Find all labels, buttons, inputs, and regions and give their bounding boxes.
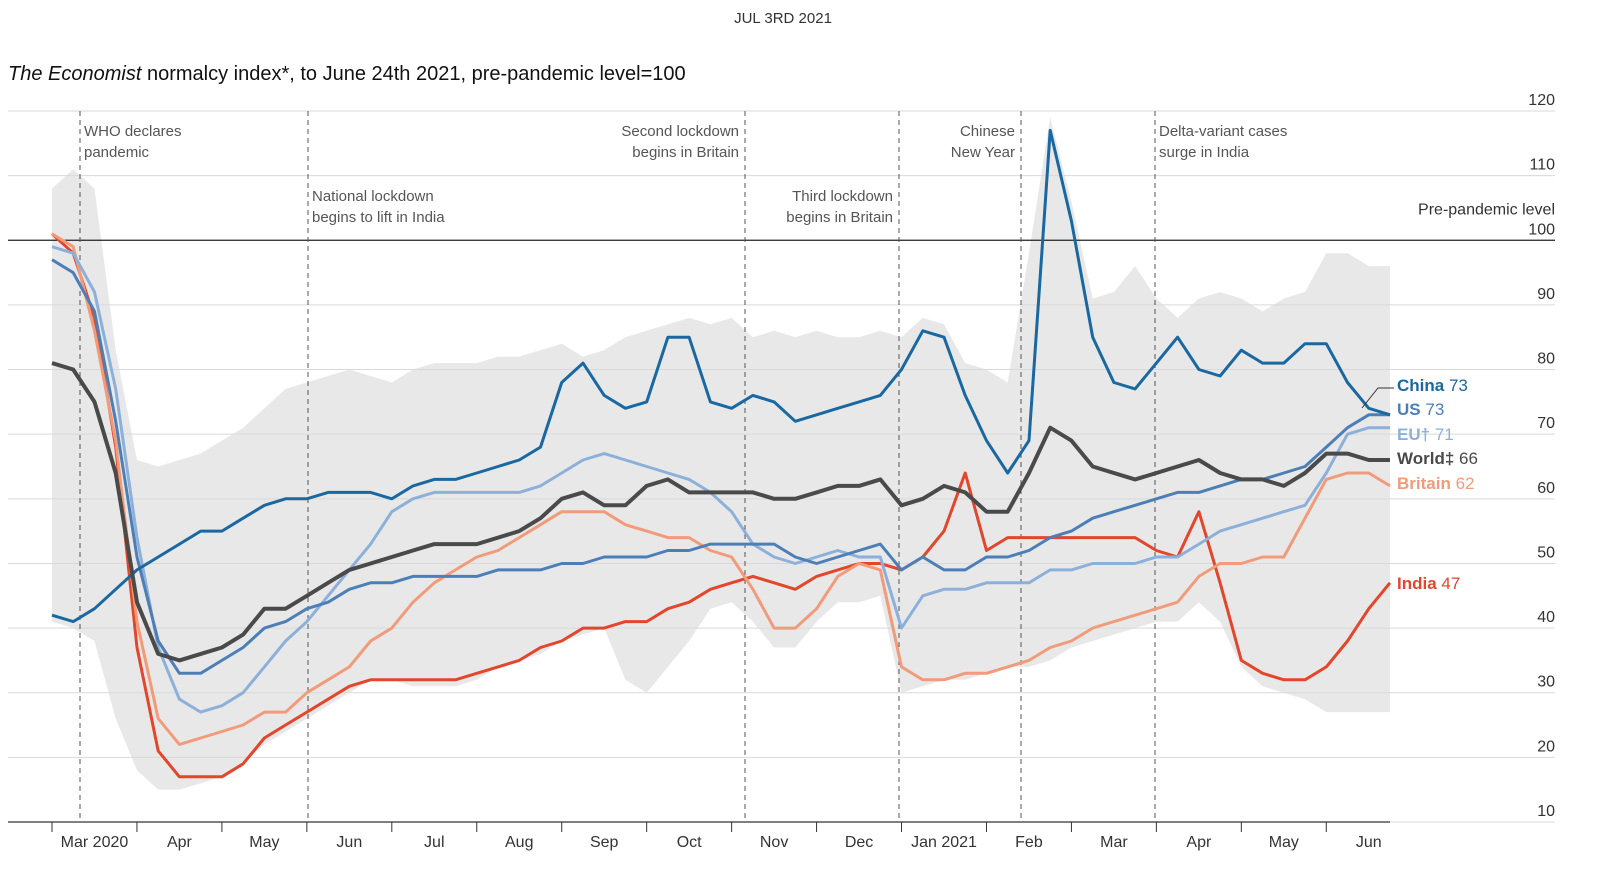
series-end-value: 66 — [1459, 449, 1478, 468]
chart-title: The Economist normalcy index*, to June 2… — [8, 63, 686, 85]
x-tick-label: Oct — [677, 834, 702, 851]
y-tick-label: 90 — [1537, 286, 1555, 303]
title-text: normalcy index*, to June 24th 2021, pre-… — [141, 63, 685, 85]
x-tick-label: Dec — [845, 834, 873, 851]
series-label: World‡ 66 — [1397, 449, 1478, 468]
x-tick-label: Apr — [1186, 834, 1212, 851]
x-tick-label: Jul — [424, 834, 444, 851]
x-tick-label: May — [1269, 834, 1299, 851]
annotation-text: surge in India — [1159, 144, 1250, 161]
annotation-text: Delta-variant cases — [1159, 123, 1287, 140]
annotation-text: begins in Britain — [786, 209, 893, 226]
annotation-text: begins to lift in India — [312, 209, 445, 226]
series-name: Britain — [1397, 474, 1451, 493]
series-end-value: 71 — [1435, 425, 1454, 444]
y-tick-label: 100 — [1528, 221, 1555, 238]
leader-line — [1361, 387, 1394, 409]
series-name: China — [1397, 376, 1445, 395]
series-line — [51, 245, 1390, 714]
reference-label: Pre-pandemic level — [1418, 201, 1555, 218]
annotation-text: begins in Britain — [632, 144, 739, 161]
series-end-value: 73 — [1425, 400, 1444, 419]
x-tick-label: Jun — [1356, 834, 1382, 851]
title-source: The Economist — [8, 63, 143, 85]
x-tick-label: Sep — [590, 834, 619, 851]
series-label: US 73 — [1397, 400, 1444, 419]
series-end-value: 62 — [1456, 474, 1475, 493]
x-tick-label: Nov — [760, 834, 788, 851]
annotation-text: pandemic — [84, 144, 150, 161]
series-end-value: 73 — [1449, 376, 1468, 395]
series-label: India 47 — [1397, 574, 1460, 593]
y-tick-label: 120 — [1528, 92, 1555, 109]
series-line — [50, 232, 1392, 779]
series-name: EU† — [1397, 425, 1430, 444]
series-label: EU† 71 — [1397, 425, 1454, 444]
x-tick-label: Mar — [1100, 834, 1128, 851]
range-area — [52, 117, 1390, 790]
series-line — [51, 232, 1391, 746]
annotation-text: Chinese — [960, 123, 1015, 140]
x-tick-label: Feb — [1015, 834, 1043, 851]
x-tick-label: Aug — [505, 834, 533, 851]
y-tick-label: 80 — [1537, 351, 1555, 368]
series-line — [51, 128, 1391, 624]
y-tick-label: 40 — [1537, 609, 1555, 626]
y-tick-label: 10 — [1537, 803, 1555, 820]
y-tick-label: 60 — [1537, 480, 1555, 497]
x-tick-label: Jun — [336, 834, 362, 851]
annotation-text: National lockdown — [312, 188, 434, 205]
background-layer — [8, 110, 1555, 823]
y-tick-label: 50 — [1537, 544, 1555, 561]
y-tick-label: 110 — [1529, 157, 1555, 174]
x-tick-label: Jan 2021 — [911, 834, 977, 851]
annotation-text: Second lockdown — [621, 123, 739, 140]
annotation-text: Third lockdown — [792, 188, 893, 205]
x-tick-label: Apr — [167, 834, 193, 851]
x-tick-label: Mar 2020 — [61, 834, 129, 851]
date: JUL 3RD 2021 — [734, 10, 832, 27]
series-name: India — [1397, 574, 1437, 593]
series-label: Britain 62 — [1397, 474, 1475, 493]
series-line — [51, 361, 1390, 663]
y-tick-label: 30 — [1537, 674, 1555, 691]
annotation-text: New Year — [951, 144, 1015, 161]
series-name: US — [1397, 400, 1421, 419]
series-end-value: 47 — [1441, 574, 1460, 593]
series-label: China 73 — [1397, 376, 1468, 395]
y-tick-label: 20 — [1537, 738, 1555, 755]
x-tick-label: May — [249, 834, 279, 851]
annotation-text: WHO declares — [84, 123, 182, 140]
series-name: World‡ — [1397, 449, 1454, 468]
series-line — [51, 258, 1390, 675]
y-tick-label: 70 — [1537, 415, 1555, 432]
